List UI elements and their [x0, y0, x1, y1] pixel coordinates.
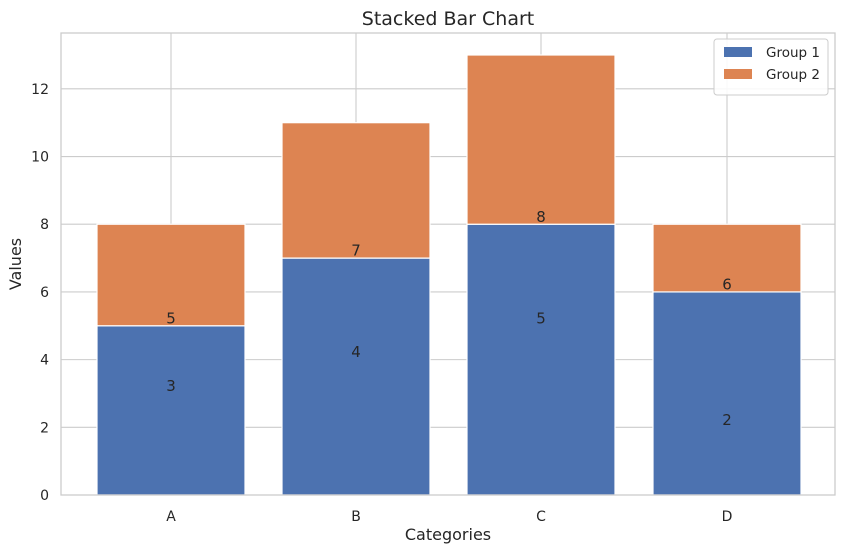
bar-group-2-c	[466, 54, 616, 225]
bar-group-2-a	[96, 223, 246, 327]
data-label: 7	[351, 242, 361, 260]
plot-frame	[60, 32, 836, 496]
x-tick-label: A	[166, 509, 176, 525]
y-tick-label: 6	[40, 285, 49, 301]
y-tick-label: 10	[31, 150, 49, 166]
x-axis-label: Categories	[405, 525, 491, 544]
data-label: 5	[536, 309, 546, 327]
data-label: 5	[166, 309, 176, 327]
data-label: 3	[166, 377, 176, 395]
x-tick-label: C	[536, 509, 546, 525]
bar-group-1-c	[466, 223, 616, 496]
bar-group-2-b	[281, 122, 431, 259]
x-tick-label: B	[351, 509, 361, 525]
x-tick-label: D	[722, 509, 733, 525]
y-tick-label: 12	[31, 82, 49, 98]
plot-border	[60, 32, 836, 496]
legend-entry: Group 2	[766, 67, 820, 83]
y-tick-label: 2	[40, 420, 49, 436]
data-labels: 3 5 4 7 5 8 2 6	[166, 208, 732, 429]
legend-swatch	[724, 47, 752, 57]
y-tick-label: 8	[40, 217, 49, 233]
tick-labels: 0 2 4 6 8 10 12 A B C D	[31, 82, 732, 525]
bar-group-1-d	[652, 291, 802, 496]
bar-group-1-b	[281, 257, 431, 496]
chart-title: Stacked Bar Chart	[362, 8, 534, 30]
legend: Group 1 Group 2	[713, 38, 829, 96]
legend-entry: Group 1	[766, 45, 820, 61]
y-tick-label: 0	[40, 488, 49, 504]
bars	[96, 54, 802, 496]
data-label: 8	[536, 208, 546, 226]
y-tick-label: 4	[40, 353, 49, 369]
bar-group-2-d	[652, 223, 802, 293]
data-label: 6	[722, 275, 732, 293]
data-label: 2	[722, 411, 732, 429]
legend-swatch	[724, 69, 752, 79]
bar-group-1-a	[96, 325, 246, 496]
data-label: 4	[351, 343, 361, 361]
y-axis-label: Values	[6, 238, 25, 290]
